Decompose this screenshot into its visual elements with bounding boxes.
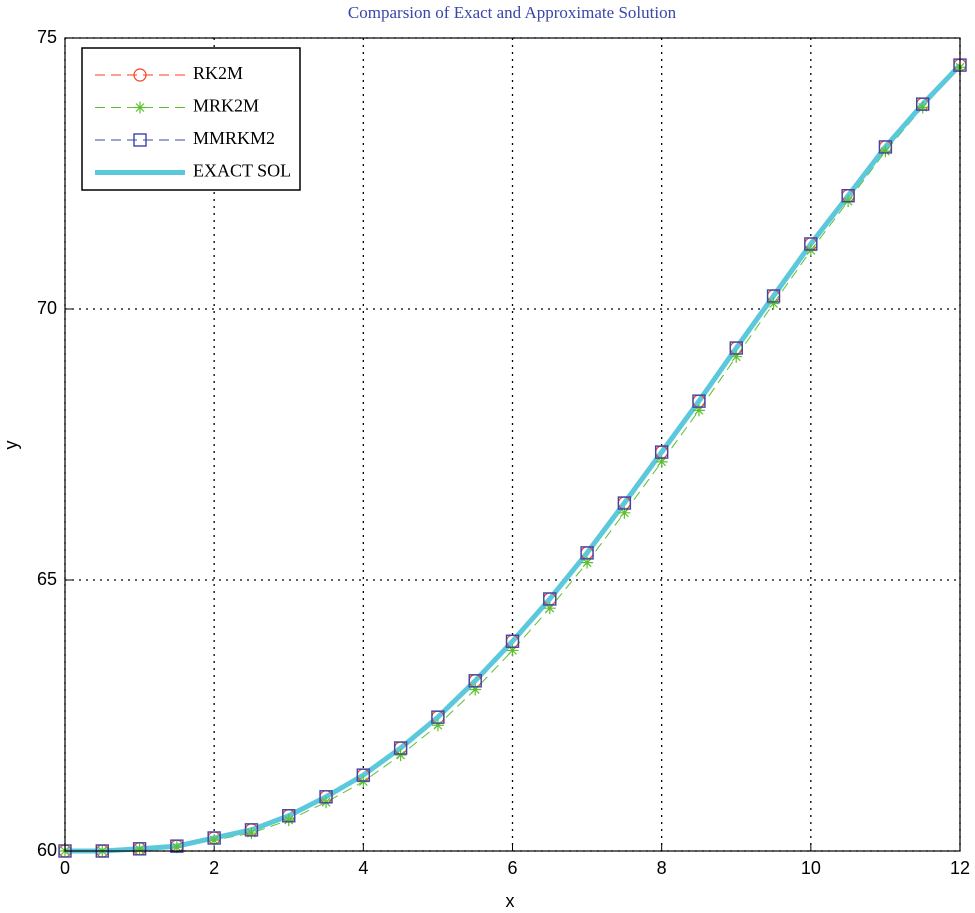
marker <box>767 297 780 310</box>
marker <box>543 602 556 615</box>
marker <box>617 496 632 510</box>
legend-label: EXACT SOL <box>193 161 291 181</box>
legend-label: MRK2M <box>193 96 259 116</box>
marker <box>618 506 631 519</box>
y-tick-label: 75 <box>37 27 57 47</box>
marker <box>468 674 482 688</box>
y-tick-label: 70 <box>37 298 57 318</box>
marker <box>133 843 146 856</box>
legend-marker <box>134 101 146 114</box>
y-axis-label: y <box>1 441 21 450</box>
marker <box>244 823 259 837</box>
legend-box <box>81 47 301 191</box>
marker <box>170 841 183 854</box>
x-tick-label: 6 <box>507 858 517 878</box>
y-tick-label: 65 <box>37 569 57 589</box>
chart-title: Comparsion of Exact and Approximate Solu… <box>348 3 677 22</box>
marker <box>393 741 408 755</box>
legend-marker <box>133 133 147 147</box>
marker <box>730 350 743 363</box>
legend-marker <box>133 68 147 82</box>
marker <box>170 839 184 853</box>
x-tick-label: 2 <box>209 858 219 878</box>
marker <box>431 719 444 732</box>
marker <box>319 790 333 804</box>
marker <box>580 546 594 560</box>
x-axis-label: x <box>506 891 515 911</box>
marker <box>132 842 147 856</box>
legend: RK2M MRK2M MMRKM2 EXACT SOL <box>81 47 301 191</box>
marker <box>543 592 557 606</box>
marker <box>208 834 221 847</box>
y-tick-label: 60 <box>37 840 57 860</box>
marker <box>879 145 892 158</box>
x-tick-label: 0 <box>60 858 70 878</box>
marker <box>505 634 520 648</box>
marker <box>766 289 781 303</box>
marker <box>394 749 407 762</box>
marker <box>841 189 855 203</box>
x-tick-label: 8 <box>657 858 667 878</box>
marker <box>655 455 668 468</box>
marker <box>729 341 743 355</box>
marker <box>692 404 705 417</box>
marker <box>469 683 482 696</box>
marker <box>878 140 893 154</box>
marker <box>654 445 669 459</box>
legend-label: RK2M <box>193 63 243 83</box>
marker <box>506 644 519 657</box>
legend-label: MMRKM2 <box>193 128 275 148</box>
marker <box>431 710 445 724</box>
plot-frame <box>64 37 961 852</box>
x-tick-label: 12 <box>950 858 970 878</box>
marker <box>692 394 706 408</box>
marker <box>207 831 221 845</box>
marker <box>916 97 930 111</box>
marker <box>804 237 818 251</box>
x-tick-label: 4 <box>358 858 368 878</box>
marker <box>282 814 295 827</box>
x-tick-label: 10 <box>801 858 821 878</box>
marker <box>356 768 371 782</box>
marker <box>581 556 594 569</box>
marker <box>282 809 296 823</box>
marker <box>245 827 258 840</box>
marker <box>916 101 929 114</box>
